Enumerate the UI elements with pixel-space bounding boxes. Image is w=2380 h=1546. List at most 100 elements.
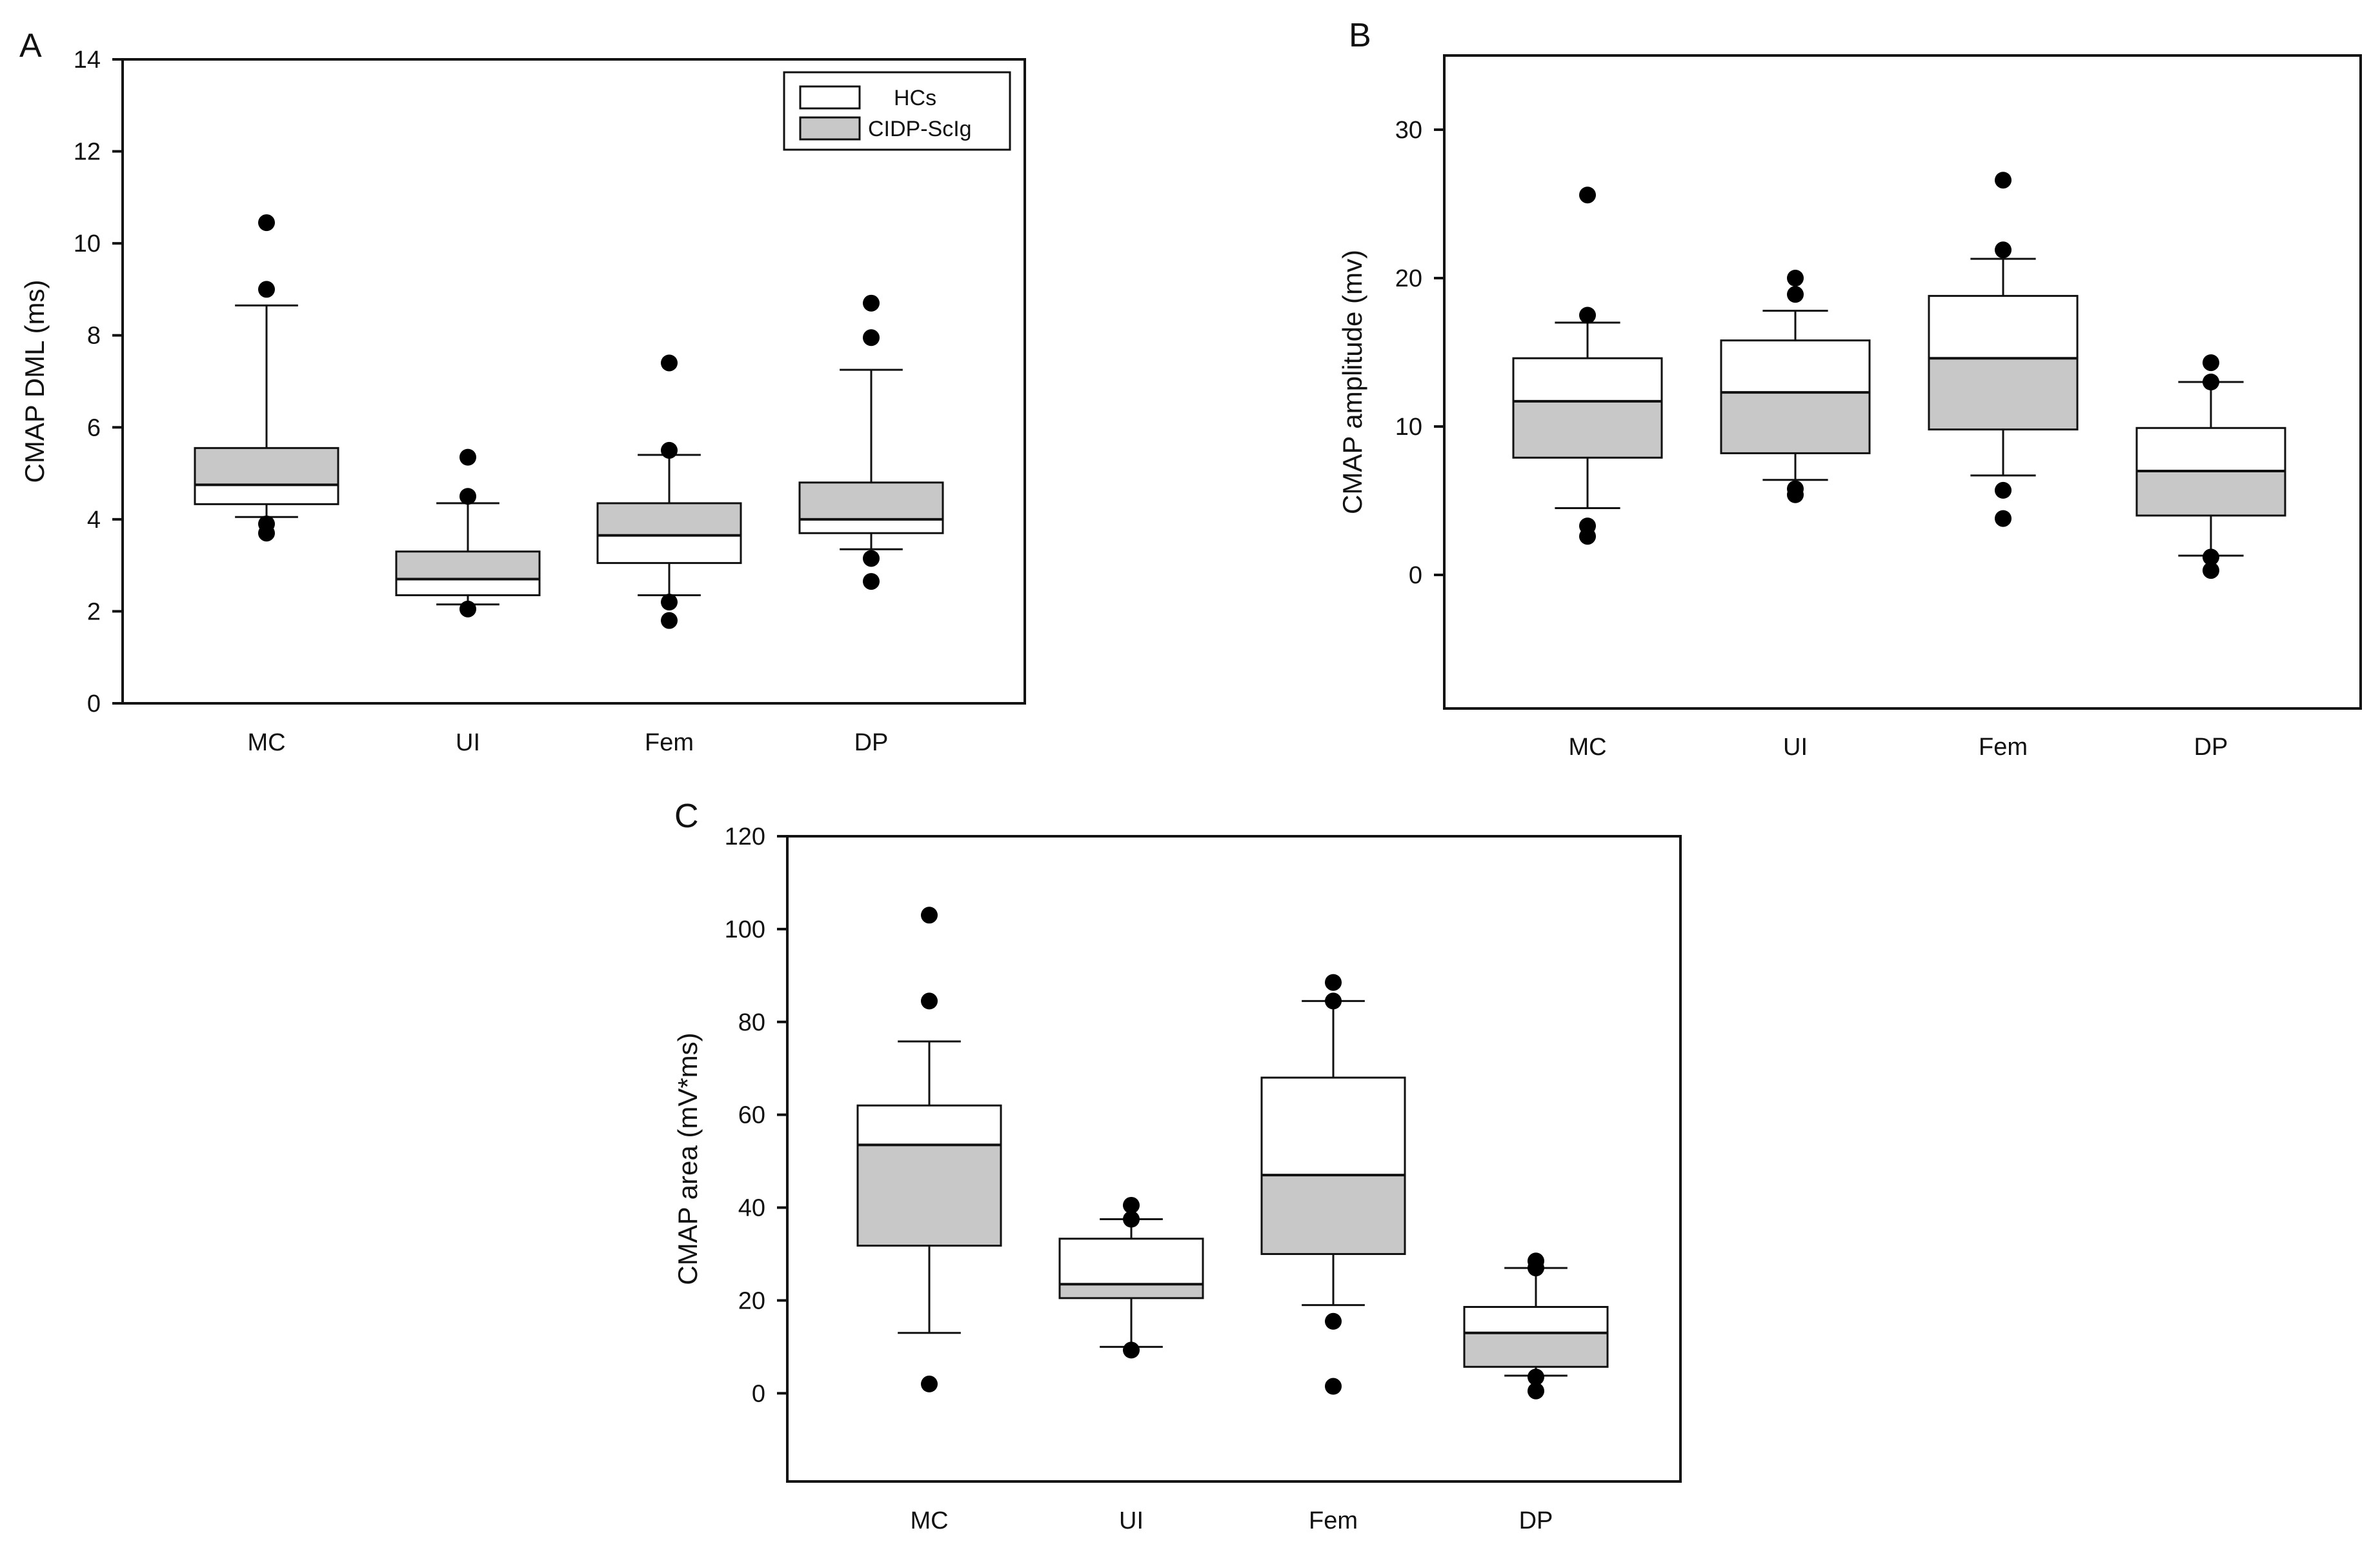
outlier-point	[2203, 562, 2219, 579]
box-lower-segment	[1720, 391, 1871, 454]
legend-label-cidp: CIDP-ScIg	[868, 117, 972, 141]
box-a-dp	[798, 294, 944, 590]
legend-swatch-hcs	[799, 85, 861, 110]
outlier-point	[258, 214, 275, 232]
y-axis-title-b: CMAP amplitude (mv)	[1337, 250, 1367, 514]
y-axis-c: 0 20 40 60 80 100 120	[725, 823, 787, 1407]
x-category-label: UI	[1119, 1507, 1144, 1534]
box-upper-segment	[1058, 1238, 1204, 1285]
box-lower-segment	[1058, 1283, 1204, 1300]
outlier-point	[258, 281, 275, 298]
box-upper-segment	[1260, 1076, 1406, 1176]
panel-b: B 0 10 20 30 MC UI Fem DP CMAP amplitude (mv)	[1337, 17, 2362, 761]
box-upper-segment	[596, 502, 742, 537]
outlier-point	[459, 488, 476, 505]
outlier-point	[459, 448, 476, 466]
y-tick-label: 80	[738, 1009, 765, 1036]
box-upper-segment	[395, 550, 541, 581]
box-upper-segment	[194, 447, 339, 486]
box-upper-segment	[1463, 1305, 1609, 1334]
box-c-mc	[856, 907, 1002, 1392]
outlier-point	[863, 294, 880, 312]
plot-frame-b	[1443, 54, 2362, 710]
x-category-label: MC	[910, 1507, 948, 1534]
box-c-ui	[1058, 1196, 1204, 1359]
box-upper-segment	[1512, 357, 1663, 403]
boxes-a	[194, 214, 944, 629]
x-category-label: DP	[854, 729, 889, 756]
panel-c: C 0 20 40 60 80 100 120 MC UI Fem DP CMAP area (m…	[672, 798, 1682, 1534]
outlier-point	[921, 907, 938, 924]
outlier-point	[921, 1375, 938, 1392]
y-axis-title-c: CMAP area (mV*ms)	[672, 1032, 703, 1285]
y-tick-label: 60	[738, 1102, 765, 1129]
outlier-point	[1787, 486, 1804, 503]
outlier-point	[921, 992, 938, 1010]
outlier-point	[1123, 1210, 1140, 1228]
y-tick-label: 8	[87, 323, 101, 350]
box-upper-segment	[1928, 295, 2079, 359]
y-tick-label: 0	[87, 690, 101, 718]
y-axis-b: 0 10 20 30	[1395, 117, 1444, 589]
boxes-b	[1512, 172, 2286, 579]
outlier-point	[1325, 992, 1342, 1010]
y-tick-label: 12	[74, 139, 101, 166]
outlier-point	[661, 441, 678, 459]
outlier-point	[1528, 1382, 1544, 1400]
plot-frame-c	[786, 835, 1682, 1483]
box-b-mc	[1512, 186, 1663, 545]
y-tick-label: 20	[1395, 265, 1422, 292]
box-b-dp	[2135, 354, 2286, 579]
y-tick-label: 20	[738, 1287, 765, 1314]
box-lower-segment	[798, 518, 944, 534]
outlier-point	[1123, 1341, 1140, 1359]
y-tick-label: 4	[87, 507, 101, 534]
y-axis-a: 0 2 4 6 8 10 12 14	[74, 46, 123, 718]
y-tick-label: 0	[752, 1380, 765, 1407]
box-a-mc	[194, 214, 339, 542]
box-upper-segment	[798, 481, 944, 521]
box-b-fem	[1928, 172, 2079, 527]
y-tick-label: 0	[1409, 562, 1422, 589]
outlier-point	[1528, 1369, 1544, 1386]
panel-letter-b: B	[1349, 17, 1371, 54]
x-category-label: DP	[2194, 734, 2228, 761]
box-c-dp	[1463, 1252, 1609, 1400]
box-lower-segment	[1260, 1174, 1406, 1255]
box-upper-segment	[1720, 339, 1871, 394]
boxes-c	[856, 907, 1609, 1400]
outlier-point	[1995, 172, 2012, 189]
x-category-label: UI	[456, 729, 480, 756]
y-tick-label: 10	[74, 230, 101, 257]
outlier-point	[1787, 270, 1804, 286]
outlier-point	[1995, 481, 2012, 499]
x-axis-b: MC UI Fem DP	[1568, 734, 2228, 761]
outlier-point	[863, 329, 880, 346]
outlier-point	[863, 550, 880, 567]
outlier-point	[1579, 306, 1596, 324]
y-tick-label: 120	[725, 823, 765, 850]
outlier-point	[2203, 374, 2219, 390]
outlier-point	[459, 600, 476, 617]
y-tick-label: 6	[87, 414, 101, 441]
outlier-point	[661, 354, 678, 372]
panel-a: A 0 2 4 6 8 10 12 14 MC UI Fem DP CMAP DML (ms) HC…	[19, 27, 1026, 756]
y-tick-label: 30	[1395, 117, 1422, 144]
box-c-fem	[1260, 974, 1406, 1395]
box-lower-segment	[1512, 400, 1663, 459]
x-axis-a: MC UI Fem DP	[247, 729, 888, 756]
x-category-label: DP	[1519, 1507, 1553, 1534]
plot-frame-a	[121, 58, 1026, 705]
outlier-point	[1123, 1196, 1140, 1214]
y-tick-label: 10	[1395, 414, 1422, 441]
y-axis-title-a: CMAP DML (ms)	[19, 280, 50, 483]
panel-letter-c: C	[674, 798, 699, 835]
outlier-point	[1325, 1312, 1342, 1330]
box-b-ui	[1720, 270, 1871, 503]
outlier-point	[258, 525, 275, 542]
box-lower-segment	[194, 483, 339, 505]
box-upper-segment	[2135, 427, 2286, 472]
outlier-point	[2203, 548, 2219, 566]
outlier-point	[1579, 186, 1596, 204]
